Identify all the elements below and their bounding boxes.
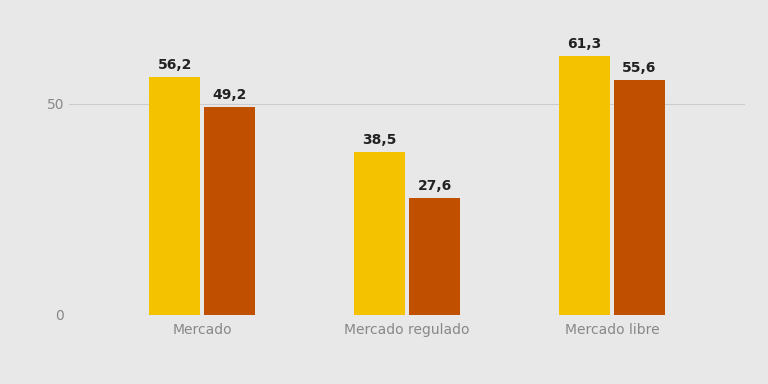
Bar [558,56,610,315]
Text: 49,2: 49,2 [213,88,247,102]
Bar [409,198,460,315]
Text: 38,5: 38,5 [362,133,396,147]
Text: 27,6: 27,6 [418,179,452,193]
Bar [614,80,665,315]
Bar [204,107,256,315]
Bar [354,152,405,315]
Bar [149,78,200,315]
Text: 55,6: 55,6 [622,61,657,75]
Text: 56,2: 56,2 [157,58,192,73]
Text: 61,3: 61,3 [567,37,601,51]
